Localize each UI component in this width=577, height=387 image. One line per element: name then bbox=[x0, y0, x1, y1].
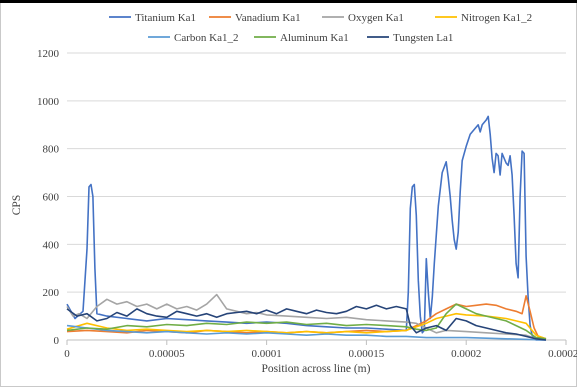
legend-label: Aluminum Ka1 bbox=[280, 32, 349, 44]
series-lines bbox=[66, 115, 547, 341]
axes: 0 200 400 600 800 1000 1200 0 0.00005 0.0001 0.000… bbox=[37, 48, 577, 360]
legend-label: Tungsten La1 bbox=[393, 32, 453, 44]
y-tick-label: 1000 bbox=[37, 96, 60, 108]
y-tick-label: 200 bbox=[43, 287, 60, 299]
gridlines bbox=[67, 52, 566, 293]
legend-item: Aluminum Ka1 bbox=[254, 32, 349, 44]
legend: Titanium Ka1 Vanadium Ka1 Oxygen Ka1 Nitrog… bbox=[109, 12, 532, 44]
legend-label: Vanadium Ka1 bbox=[235, 12, 301, 24]
x-axis-title: Position across line (m) bbox=[262, 363, 371, 375]
top-border-line bbox=[0, 0, 577, 3]
series-line-titanium-ka1 bbox=[66, 115, 546, 341]
legend-label: Nitrogen Ka1_2 bbox=[461, 12, 532, 24]
x-tick-label: 0.00025 bbox=[548, 348, 577, 360]
x-tick-label: 0.00005 bbox=[149, 348, 185, 360]
legend-item: Carbon Ka1_2 bbox=[148, 32, 238, 44]
y-tick-label: 1200 bbox=[37, 48, 60, 60]
x-tick-label: 0.0002 bbox=[451, 348, 481, 360]
legend-item: Oxygen Ka1 bbox=[322, 12, 404, 24]
legend-item: Vanadium Ka1 bbox=[209, 12, 301, 24]
legend-item: Tungsten La1 bbox=[367, 32, 453, 44]
x-tick-label: 0.0001 bbox=[251, 348, 281, 360]
y-tick-label: 800 bbox=[43, 144, 60, 156]
y-axis-title: CPS bbox=[11, 195, 23, 215]
y-tick-label: 400 bbox=[43, 239, 60, 251]
legend-item: Titanium Ka1 bbox=[109, 12, 196, 24]
y-tick-label: 0 bbox=[54, 335, 60, 347]
series-line-carbon-ka1-2 bbox=[66, 324, 547, 341]
x-tick-label: 0 bbox=[64, 348, 70, 360]
legend-label: Oxygen Ka1 bbox=[348, 12, 404, 24]
series-line-tungsten-la1 bbox=[66, 304, 547, 341]
legend-label: Titanium Ka1 bbox=[135, 12, 196, 24]
x-tick-label: 0.00015 bbox=[349, 348, 385, 360]
series-line-aluminum-ka1 bbox=[66, 303, 547, 340]
legend-label: Carbon Ka1_2 bbox=[174, 32, 238, 44]
y-tick-label: 600 bbox=[43, 192, 60, 204]
series-line-oxygen-ka1 bbox=[66, 293, 546, 340]
legend-item: Nitrogen Ka1_2 bbox=[435, 12, 532, 24]
